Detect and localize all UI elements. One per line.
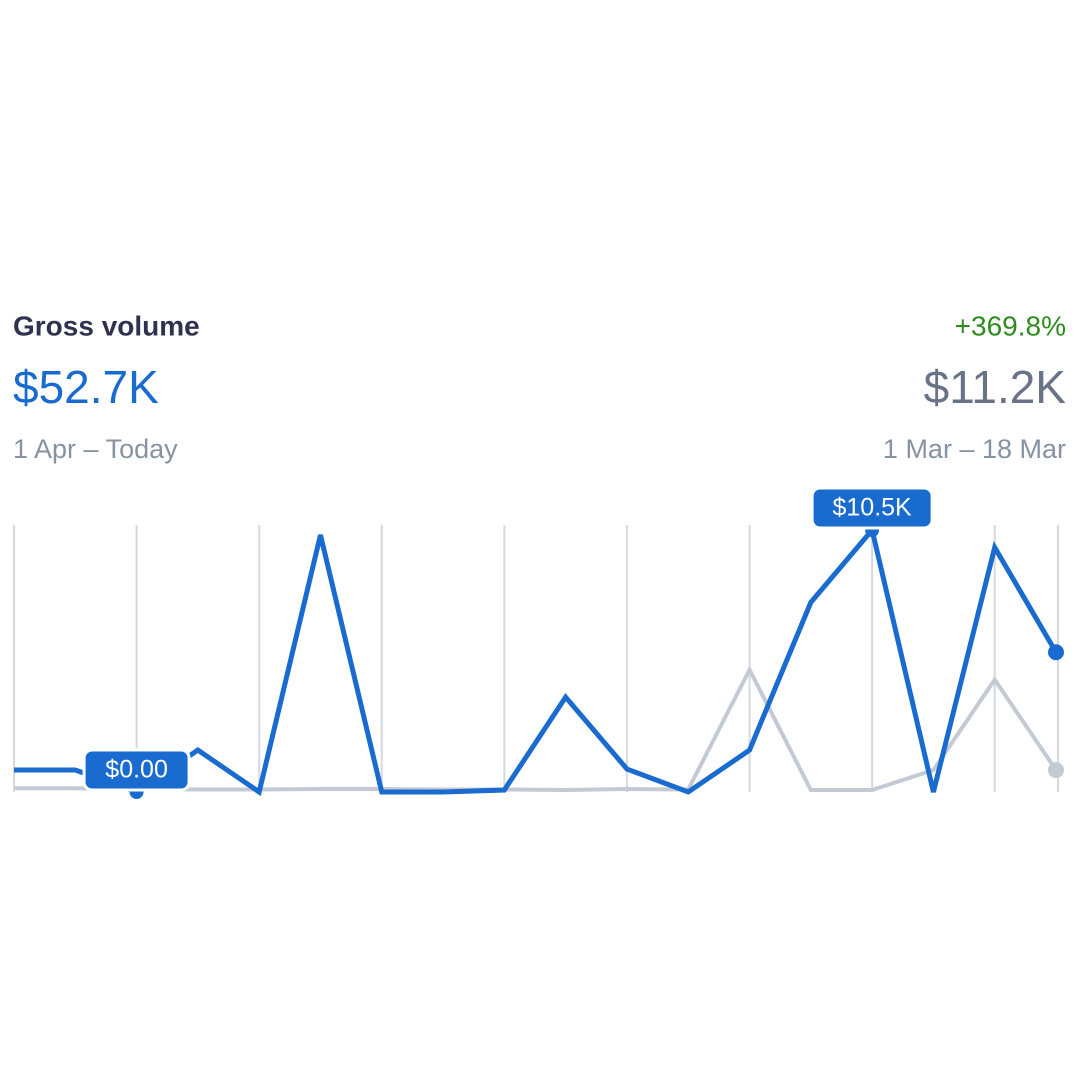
period: 1 Apr – Today [13,434,178,464]
value-label-bg [82,748,191,792]
value-label: $0.00 [105,756,168,784]
end-dot [1048,644,1064,661]
change: +369.8% [955,310,1066,341]
value-label: $10.5K [832,494,912,522]
total-value: $52.7K [13,361,159,413]
end-dot [1048,762,1064,779]
compare-value: $11.2K [924,361,1067,413]
compare-period: 1 Mar – 18 Mar [883,434,1066,464]
value-label-bg [810,486,934,530]
series-line [14,665,1058,793]
chart-title: Gross volume [13,310,200,341]
